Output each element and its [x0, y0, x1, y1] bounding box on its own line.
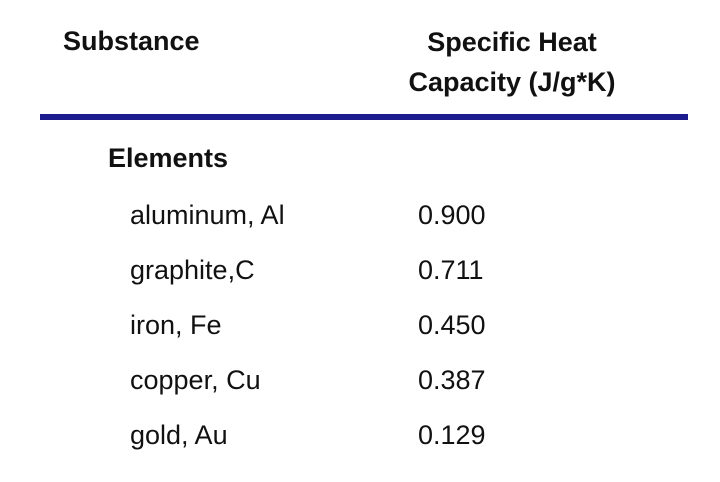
substance-name: copper, Cu: [130, 365, 261, 395]
heat-capacity: 0.387: [418, 365, 486, 395]
header-rule: [40, 114, 688, 120]
heat-capacity: 0.450: [418, 310, 486, 340]
column-header: Substance: [63, 26, 200, 56]
heat-capacity: 0.900: [418, 200, 486, 230]
substance-name: gold, Au: [130, 420, 228, 450]
substance-name: iron, Fe: [130, 310, 222, 340]
substance-name: aluminum, Al: [130, 200, 285, 230]
group-label: Elements: [108, 143, 229, 173]
column-header: Specific Heat Capacity (J/g*K): [408, 27, 616, 97]
heat-capacity: 0.711: [418, 255, 484, 285]
substance-name: graphite,C: [130, 255, 255, 285]
heat-capacity: 0.129: [418, 420, 486, 450]
